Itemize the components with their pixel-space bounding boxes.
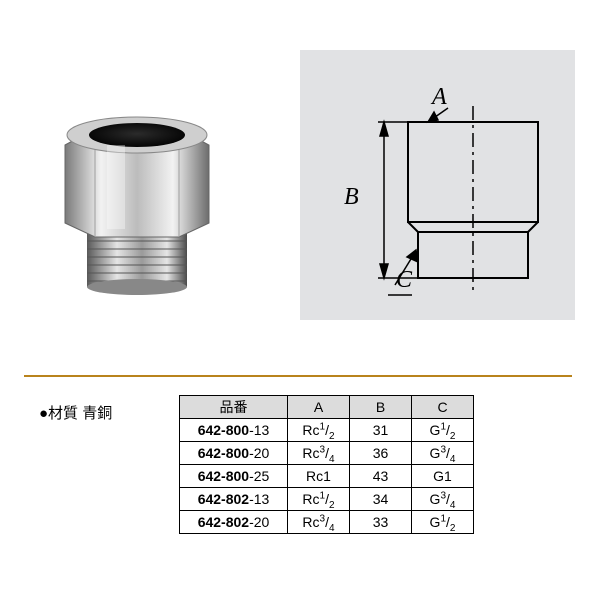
- section-divider: [24, 375, 572, 377]
- col-header-part: 品番: [180, 396, 288, 419]
- cell-c: G3/4: [412, 488, 474, 511]
- cell-c: G1/2: [412, 419, 474, 442]
- cell-part: 642-802-13: [180, 488, 288, 511]
- cell-a: Rc1/2: [288, 488, 350, 511]
- top-section: A B C: [0, 0, 600, 340]
- table-header-row: 品番 A B C: [180, 396, 474, 419]
- col-header-b: B: [350, 396, 412, 419]
- table-row: 642-800-13Rc1/231G1/2: [180, 419, 474, 442]
- cell-part: 642-802-20: [180, 511, 288, 534]
- cell-b: 34: [350, 488, 412, 511]
- product-photo: [35, 105, 235, 300]
- material-label: ●材質 青銅: [39, 402, 112, 423]
- cell-b: 33: [350, 511, 412, 534]
- spec-table: 品番 A B C 642-800-13Rc1/231G1/2642-800-20…: [179, 395, 474, 534]
- cell-a: Rc3/4: [288, 442, 350, 465]
- cell-c: G3/4: [412, 442, 474, 465]
- cell-part: 642-800-25: [180, 465, 288, 488]
- cell-part: 642-800-20: [180, 442, 288, 465]
- cell-b: 36: [350, 442, 412, 465]
- dim-label-b: B: [344, 184, 359, 211]
- table-row: 642-802-20Rc3/433G1/2: [180, 511, 474, 534]
- col-header-a: A: [288, 396, 350, 419]
- cell-a: Rc1/2: [288, 419, 350, 442]
- diagram-panel: A B C: [300, 50, 575, 320]
- table-row: 642-800-20Rc3/436G3/4: [180, 442, 474, 465]
- cell-b: 31: [350, 419, 412, 442]
- table-row: 642-800-25Rc143G1: [180, 465, 474, 488]
- dim-label-c: C: [396, 267, 412, 294]
- cell-a: Rc3/4: [288, 511, 350, 534]
- cell-c: G1: [412, 465, 474, 488]
- cell-part: 642-800-13: [180, 419, 288, 442]
- table-row: 642-802-13Rc1/234G3/4: [180, 488, 474, 511]
- cell-a: Rc1: [288, 465, 350, 488]
- col-header-c: C: [412, 396, 474, 419]
- cell-c: G1/2: [412, 511, 474, 534]
- cell-b: 43: [350, 465, 412, 488]
- dim-label-a: A: [432, 84, 447, 111]
